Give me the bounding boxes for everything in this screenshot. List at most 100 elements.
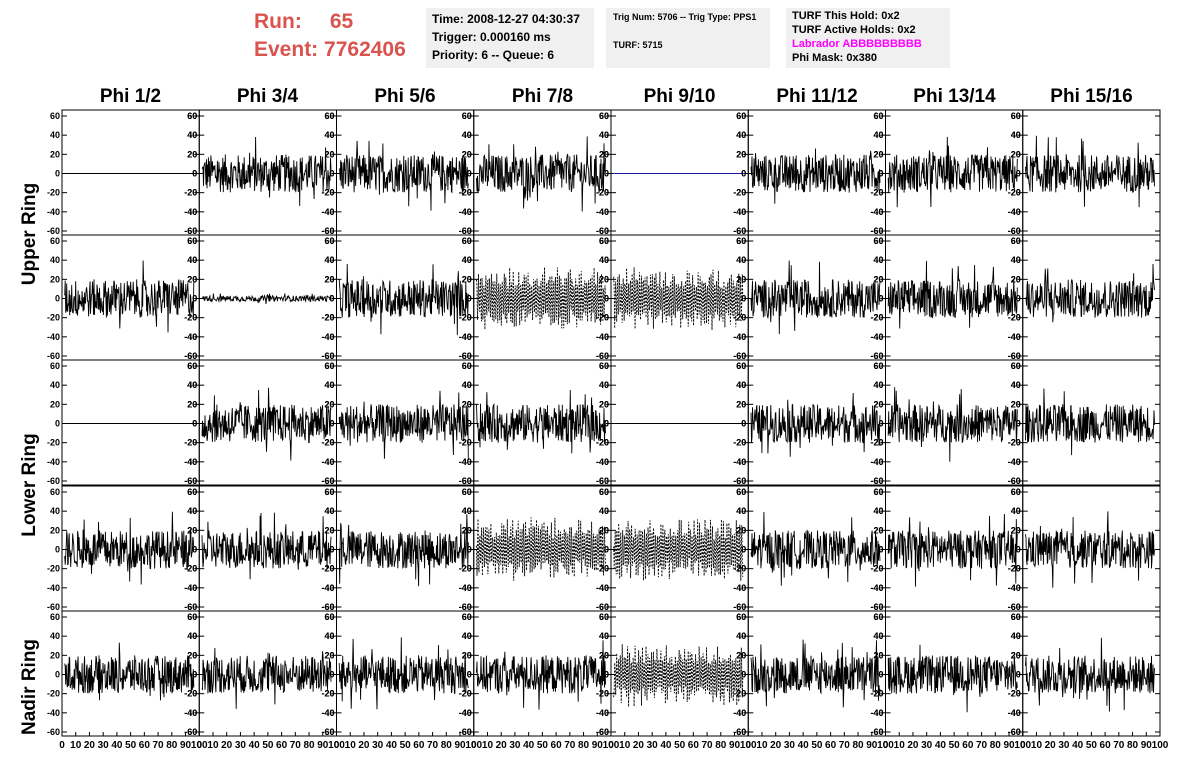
y-tick-label: 0 bbox=[604, 670, 609, 680]
y-tick-label: -40 bbox=[1008, 708, 1021, 718]
y-tick-label: 40 bbox=[324, 506, 334, 516]
y-tick-label: 60 bbox=[1011, 236, 1021, 246]
y-tick-label: 60 bbox=[736, 487, 746, 497]
y-tick-label: 60 bbox=[187, 361, 197, 371]
y-tick-label: -40 bbox=[459, 332, 472, 342]
y-tick-label: -20 bbox=[459, 188, 472, 198]
y-tick-label: -60 bbox=[321, 602, 334, 612]
trigger-text: Trigger: 0.000160 ms bbox=[432, 30, 551, 44]
waveform-trace bbox=[887, 260, 1018, 329]
y-tick-label: -40 bbox=[596, 457, 609, 467]
y-tick-label: 0 bbox=[604, 419, 609, 429]
y-tick-label: -60 bbox=[733, 727, 746, 737]
y-tick-label: 20 bbox=[599, 399, 609, 409]
x-tick-label: 30 bbox=[235, 740, 247, 751]
y-tick-label: -20 bbox=[184, 188, 197, 198]
y-tick-label: 0 bbox=[878, 169, 883, 179]
y-tick-label: 60 bbox=[187, 487, 197, 497]
y-tick-label: 40 bbox=[599, 130, 609, 140]
y-tick-label: 40 bbox=[462, 506, 472, 516]
x-tick-label: 10 bbox=[70, 740, 82, 751]
y-tick-label: -60 bbox=[184, 351, 197, 361]
x-tick-label: 80 bbox=[852, 740, 864, 751]
x-tick-label: 60 bbox=[551, 740, 563, 751]
waveform-trace bbox=[338, 140, 469, 211]
column-header-phi-9-10: Phi 9/10 bbox=[643, 86, 716, 107]
y-tick-label: -60 bbox=[870, 226, 883, 236]
y-tick-label: -20 bbox=[596, 313, 609, 323]
x-tick-label: 70 bbox=[290, 740, 302, 751]
y-tick-label: -60 bbox=[733, 476, 746, 486]
y-tick-label: -60 bbox=[733, 476, 746, 486]
y-tick-label: 20 bbox=[187, 525, 197, 535]
y-tick-label: 0 bbox=[192, 294, 197, 304]
x-tick-label: 10 bbox=[482, 740, 494, 751]
y-tick-label: -60 bbox=[733, 727, 746, 737]
x-tick-label: 40 bbox=[386, 740, 398, 751]
y-tick-label: -40 bbox=[733, 207, 746, 217]
y-tick-label: -40 bbox=[47, 332, 60, 342]
y-tick-label: 0 bbox=[329, 545, 334, 555]
y-tick-label: -60 bbox=[459, 351, 472, 361]
y-tick-label: 0 bbox=[467, 670, 472, 680]
y-tick-label: 0 bbox=[741, 294, 746, 304]
y-tick-label: -20 bbox=[47, 438, 60, 448]
y-tick-label: -20 bbox=[733, 689, 746, 699]
y-tick-label: -40 bbox=[870, 457, 883, 467]
y-tick-label: 20 bbox=[1011, 274, 1021, 284]
y-tick-label: -40 bbox=[184, 457, 197, 467]
x-tick-label: 100 bbox=[1152, 740, 1169, 751]
y-tick-label: -20 bbox=[596, 438, 609, 448]
y-tick-label: -20 bbox=[596, 188, 609, 198]
y-tick-label: 40 bbox=[736, 380, 746, 390]
y-tick-label: -40 bbox=[459, 708, 472, 718]
y-tick-label: 60 bbox=[1011, 111, 1021, 121]
y-tick-label: 0 bbox=[878, 419, 883, 429]
y-tick-label: 60 bbox=[599, 361, 609, 371]
y-tick-label: 0 bbox=[192, 670, 197, 680]
y-tick-label: -40 bbox=[47, 708, 60, 718]
y-tick-label: 20 bbox=[462, 525, 472, 535]
y-tick-label: 40 bbox=[324, 506, 334, 516]
y-tick-label: -60 bbox=[1008, 602, 1021, 612]
y-tick-label: 40 bbox=[187, 130, 197, 140]
y-tick-label: 0 bbox=[192, 545, 197, 555]
y-tick-label: -40 bbox=[870, 583, 883, 593]
y-tick-label: 40 bbox=[324, 130, 334, 140]
y-tick-label: 20 bbox=[736, 274, 746, 284]
y-tick-label: -40 bbox=[733, 457, 746, 467]
y-tick-label: -60 bbox=[1008, 476, 1021, 486]
y-tick-label: 40 bbox=[1011, 380, 1021, 390]
y-tick-label: 60 bbox=[187, 612, 197, 622]
x-tick-label: 90 bbox=[1141, 740, 1153, 751]
y-tick-label: -60 bbox=[459, 727, 472, 737]
y-tick-label: 0 bbox=[329, 294, 334, 304]
priority-text: Priority: 6 -- Queue: 6 bbox=[432, 48, 555, 62]
y-tick-label: 60 bbox=[324, 236, 334, 246]
y-tick-label: -60 bbox=[184, 226, 197, 236]
y-tick-label: 40 bbox=[736, 631, 746, 641]
y-tick-label: -60 bbox=[321, 351, 334, 361]
y-tick-label: 0 bbox=[329, 169, 334, 179]
y-tick-label: -60 bbox=[733, 602, 746, 612]
y-tick-label: -20 bbox=[1008, 689, 1021, 699]
y-tick-label: 40 bbox=[599, 255, 609, 265]
y-tick-label: 60 bbox=[324, 612, 334, 622]
y-tick-label: 0 bbox=[192, 169, 197, 179]
x-tick-label: 0 bbox=[471, 740, 477, 751]
y-tick-label: -20 bbox=[459, 564, 472, 574]
y-tick-label: -20 bbox=[321, 689, 334, 699]
y-tick-label: -60 bbox=[870, 602, 883, 612]
y-tick-label: 0 bbox=[604, 670, 609, 680]
y-tick-label: 40 bbox=[462, 380, 472, 390]
x-tick-label: 50 bbox=[537, 740, 549, 751]
y-tick-label: 0 bbox=[878, 419, 883, 429]
y-tick-label: 60 bbox=[873, 487, 883, 497]
y-tick-label: -60 bbox=[184, 602, 197, 612]
y-tick-label: -20 bbox=[459, 438, 472, 448]
y-tick-label: -60 bbox=[459, 602, 472, 612]
y-tick-label: 0 bbox=[878, 294, 883, 304]
y-tick-label: 40 bbox=[50, 130, 60, 140]
y-tick-label: -40 bbox=[184, 583, 197, 593]
y-tick-label: 60 bbox=[324, 361, 334, 371]
